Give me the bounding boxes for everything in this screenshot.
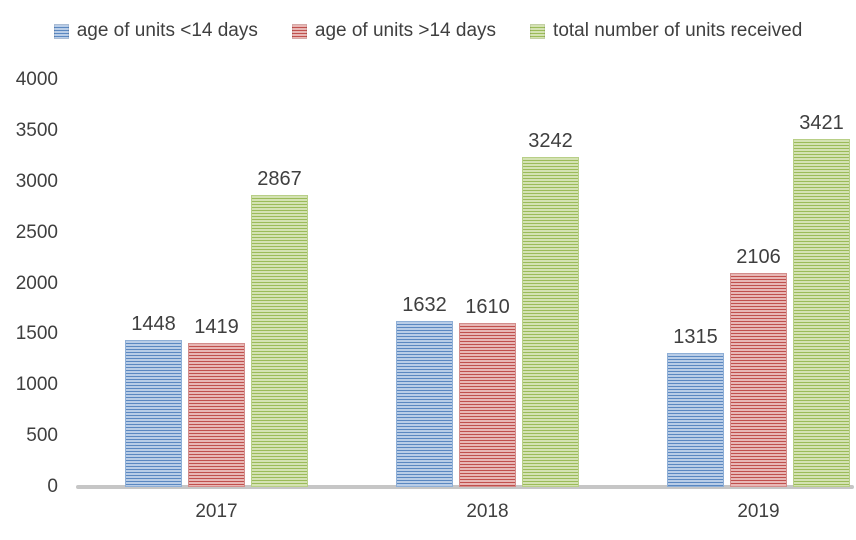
bar-2019-series-2: 3421 <box>793 112 850 487</box>
data-label: 2867 <box>257 168 302 191</box>
legend-label: total number of units received <box>553 20 803 41</box>
y-tick-label: 3000 <box>15 170 58 192</box>
data-label: 1448 <box>131 312 176 335</box>
legend-swatch-icon <box>291 23 307 39</box>
chart-legend: age of units <14 days age of units >14 da… <box>0 16 856 46</box>
data-label: 1610 <box>465 296 510 319</box>
bar-group-2017: 1448 1419 2867 2017 <box>125 80 308 522</box>
data-label: 3242 <box>528 130 573 153</box>
bar-2017-series-1: 1419 <box>188 316 245 487</box>
y-tick-label: 0 <box>47 476 58 497</box>
bar-2019-series-0: 1315 <box>667 326 724 487</box>
legend-label: age of units <14 days <box>76 20 258 41</box>
y-tick-label: 500 <box>26 425 58 447</box>
x-axis-label: 2019 <box>737 501 780 522</box>
data-label: 2106 <box>736 245 781 268</box>
y-tick-label: 1500 <box>15 323 58 345</box>
y-tick-label: 2500 <box>15 221 58 243</box>
y-tick-label: 4000 <box>15 69 58 90</box>
data-label: 1419 <box>194 315 239 338</box>
bar-2018-series-2: 3242 <box>522 130 579 487</box>
bar-group-2019: 1315 2106 3421 2019 <box>667 80 850 522</box>
legend-label: age of units >14 days <box>314 20 497 41</box>
bar-2017-series-2: 2867 <box>251 168 308 487</box>
y-tick-label: 2000 <box>15 272 58 294</box>
bar-2018-series-1: 1610 <box>459 296 516 487</box>
x-axis-label: 2017 <box>195 501 238 522</box>
bar-2019-series-1: 2106 <box>730 246 787 487</box>
legend-item-1: age of units >14 days <box>291 20 497 42</box>
bar-2017-series-0: 1448 <box>125 313 182 487</box>
plot-area: 1448 1419 2867 2017 1632 1610 3242 2018 1315 2106… <box>80 80 850 522</box>
legend-item-0: age of units <14 days <box>53 20 258 42</box>
y-axis: 4000 3500 3000 2500 2000 1500 1000 500 0 <box>0 69 58 497</box>
legend-swatch-icon <box>53 23 69 39</box>
legend-swatch-icon <box>530 23 546 39</box>
x-axis-label: 2018 <box>466 501 509 522</box>
x-axis-line <box>76 485 854 489</box>
bar-2018-series-0: 1632 <box>396 294 453 487</box>
data-label: 1315 <box>673 326 718 349</box>
data-label: 1632 <box>402 293 447 316</box>
bar-group-2018: 1632 1610 3242 2018 <box>396 80 579 522</box>
y-tick-label: 3500 <box>15 119 58 141</box>
y-tick-label: 1000 <box>15 374 58 396</box>
legend-item-2: total number of units received <box>530 20 802 42</box>
data-label: 3421 <box>799 111 844 134</box>
